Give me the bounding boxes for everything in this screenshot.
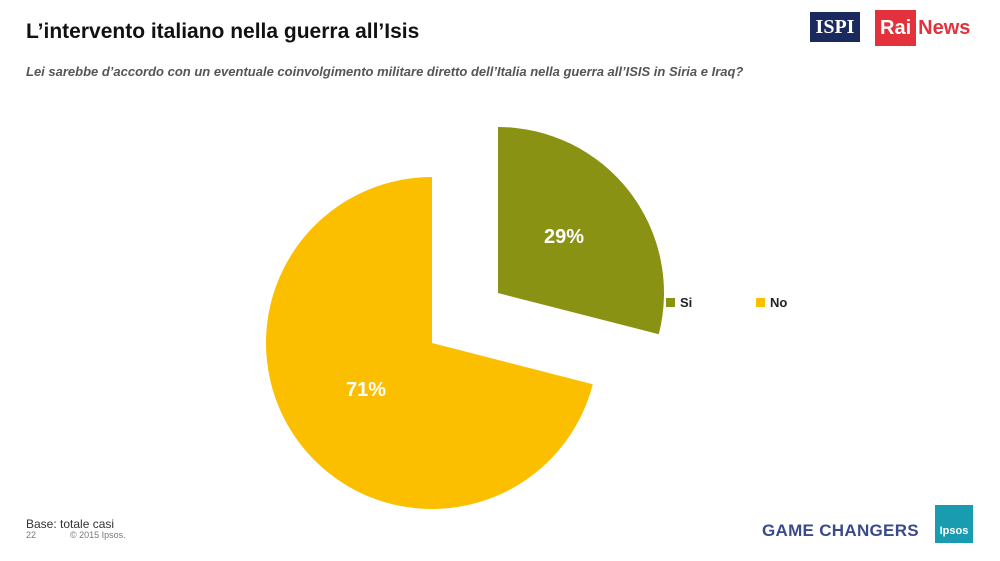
- legend-swatch-si: [666, 298, 675, 307]
- pie-slice-no: [265, 177, 593, 509]
- ispi-logo: ISPI: [810, 12, 860, 42]
- rainews-logo-rai: Rai: [875, 10, 917, 46]
- ipsos-logo: Ipsos: [935, 505, 973, 543]
- game-changers-tagline: GAME CHANGERS: [762, 521, 919, 540]
- rainews-logo: Rai News: [875, 10, 970, 46]
- rainews-logo-news: News: [918, 17, 971, 39]
- chart-title: L’intervento italiano nella guerra all’I…: [26, 20, 420, 43]
- copyright: © 2015 Ipsos.: [70, 530, 126, 540]
- page-number: 22: [26, 530, 37, 540]
- legend-label-si: Si: [680, 295, 692, 310]
- legend-swatch-no: [756, 298, 765, 307]
- pie-slice-si: [498, 127, 664, 335]
- base-note: Base: totale casi: [26, 517, 115, 531]
- data-label-no: 71%: [346, 379, 386, 401]
- data-label-si: 29%: [544, 226, 584, 248]
- legend-label-no: No: [770, 295, 787, 310]
- chart-subtitle: Lei sarebbe d’accordo con un eventuale c…: [26, 64, 744, 79]
